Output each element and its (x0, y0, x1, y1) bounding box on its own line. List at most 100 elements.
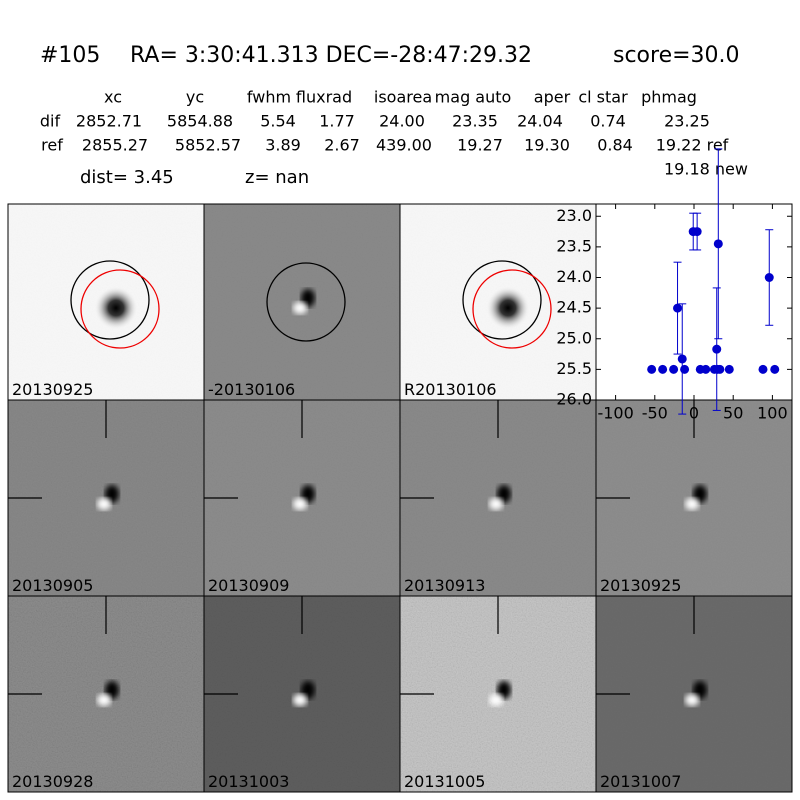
cell: 3.89 (265, 136, 301, 155)
residual-light (293, 498, 307, 510)
panel-label: 20131003 (208, 772, 289, 791)
y-tick-label: 25.0 (556, 328, 592, 347)
cell: 19.27 (457, 136, 503, 155)
residual-dark (301, 289, 315, 307)
residual-dark (497, 485, 511, 503)
panel-label: 20131005 (404, 772, 485, 791)
data-point (715, 364, 725, 374)
residual-dark (693, 485, 707, 503)
data-point (658, 364, 668, 374)
x-tick-label: 0 (689, 404, 699, 423)
panel-label: 20130925 (12, 380, 93, 399)
panel-label: R20130106 (404, 380, 497, 399)
residual-light (685, 498, 699, 510)
cell: 5854.88 (167, 112, 233, 131)
x-tick-label: 100 (757, 404, 788, 423)
column-header: aper (534, 88, 571, 107)
residual-dark (693, 681, 707, 699)
cell: 2852.71 (76, 112, 142, 131)
panel-label: -20130106 (208, 380, 295, 399)
data-point (673, 303, 683, 313)
panel-border (595, 595, 793, 793)
y-tick-label: 23.0 (556, 206, 592, 225)
data-point (712, 344, 722, 354)
aperture-circle (266, 262, 346, 342)
data-point (724, 364, 734, 374)
data-point (677, 354, 687, 364)
z-value: z= nan (245, 167, 309, 188)
column-header: xc (104, 88, 122, 107)
data-point (647, 364, 657, 374)
panel-label: 20130928 (12, 772, 93, 791)
cell: 19.30 (524, 136, 570, 155)
dist: dist= 3.45 (80, 167, 174, 188)
cell: 5852.57 (175, 136, 241, 155)
star (94, 286, 138, 330)
residual-light (489, 694, 503, 706)
x-tick-label: -100 (597, 404, 633, 423)
cell: 24.04 (517, 112, 563, 131)
panel-label: 20130913 (404, 576, 485, 595)
residual-dark (301, 485, 315, 503)
residual-light (97, 694, 111, 706)
panel-label: 20130909 (208, 576, 289, 595)
cell: 2.67 (324, 136, 360, 155)
cell: 23.35 (452, 112, 498, 131)
x-tick-label: -50 (642, 404, 668, 423)
y-tick-label: 26.0 (556, 390, 592, 409)
new-mag: 19.18 new (664, 160, 748, 179)
cell: 5.54 (260, 112, 296, 131)
column-header: cl star (578, 88, 628, 107)
cell: 0.84 (597, 136, 633, 155)
data-point (692, 227, 702, 237)
row-label: ref (41, 136, 63, 155)
cell: 1.77 (319, 112, 355, 131)
aperture-circle (80, 269, 160, 349)
aperture-circle (472, 269, 552, 349)
aperture-circle (70, 260, 150, 340)
y-tick-label: 23.5 (556, 236, 592, 255)
row-label: dif (40, 112, 61, 131)
cell: 24.00 (379, 112, 425, 131)
data-point (713, 239, 723, 249)
column-header: fluxrad (296, 88, 352, 107)
y-tick-label: 24.5 (556, 298, 592, 317)
y-tick-label: 25.5 (556, 359, 592, 378)
residual-light (685, 694, 699, 706)
residual-dark (497, 681, 511, 699)
x-tick-label: 50 (723, 404, 743, 423)
candidate-id: #105 (40, 43, 100, 68)
residual-light (489, 498, 503, 510)
data-point (770, 364, 780, 374)
score: score=30.0 (613, 43, 740, 68)
data-point (701, 364, 711, 374)
residual-light (293, 302, 307, 314)
column-header: yc (186, 88, 204, 107)
column-header: mag auto (435, 88, 512, 107)
cell: 439.00 (376, 136, 432, 155)
cell: 19.22 ref (656, 136, 729, 155)
residual-dark (105, 681, 119, 699)
panel-label: 20131007 (600, 772, 681, 791)
aperture-circle (462, 260, 542, 340)
residual-dark (105, 485, 119, 503)
residual-light (97, 498, 111, 510)
data-point (758, 364, 768, 374)
column-header: isoarea (374, 88, 432, 107)
coordinates: RA= 3:30:41.313 DEC=-28:47:29.32 (130, 43, 532, 68)
cell: 23.25 (664, 112, 710, 131)
data-point (669, 364, 679, 374)
cell: 2855.27 (82, 136, 148, 155)
star (486, 286, 530, 330)
y-tick-label: 24.0 (556, 267, 592, 286)
residual-dark (301, 681, 315, 699)
cell: 0.74 (590, 112, 626, 131)
column-header: phmag (641, 88, 697, 107)
panel-label: 20130925 (600, 576, 681, 595)
data-point (764, 273, 774, 282)
column-header: fwhm (247, 88, 291, 107)
panel-label: 20130905 (12, 576, 93, 595)
data-point (680, 364, 690, 374)
residual-light (293, 694, 307, 706)
